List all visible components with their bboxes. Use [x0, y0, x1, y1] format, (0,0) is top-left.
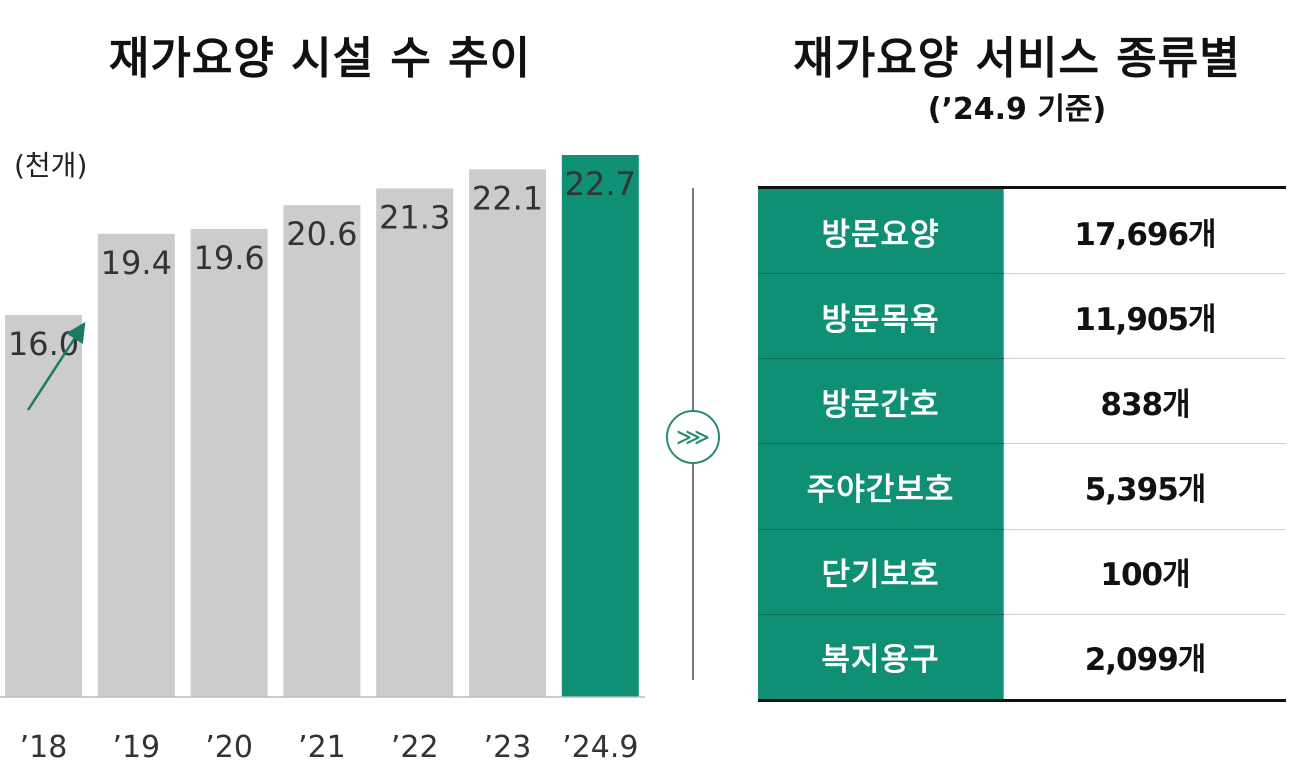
- x-tick-label: ’24.9: [562, 730, 638, 765]
- bar-0: [5, 314, 82, 697]
- bar-6: [561, 155, 639, 697]
- x-tick-label: ’19: [112, 730, 160, 765]
- service-count-cell: 100개: [1003, 529, 1286, 615]
- table-row: 주야간보호 5,395개: [758, 443, 1286, 530]
- service-count-cell: 11,905개: [1003, 273, 1286, 360]
- table-row: 단기보호 100개: [758, 529, 1286, 615]
- x-tick-label: ’21: [298, 730, 346, 765]
- service-name-cell: 복지용구: [758, 614, 1004, 701]
- service-count-cell: 5,395개: [1003, 443, 1286, 530]
- x-tick-label: ’23: [484, 730, 532, 765]
- chart-title: 재가요양 시설 수 추이: [108, 33, 532, 84]
- table-row: 복지용구 2,099개: [758, 614, 1286, 701]
- x-tick-label: ’22: [391, 730, 439, 765]
- table-row: 방문요양 17,696개: [758, 187, 1286, 275]
- service-name-cell: 단기보호: [758, 529, 1004, 615]
- table-row: 방문간호 838개: [758, 358, 1286, 445]
- service-count-cell: 2,099개: [1003, 614, 1286, 701]
- service-count-cell: 17,696개: [1003, 187, 1286, 275]
- service-name-cell: 방문간호: [758, 358, 1004, 445]
- bar-value-label: 21.3: [379, 198, 450, 236]
- table-title: 재가요양 서비스 종류별: [793, 33, 1241, 84]
- bar-value-label: 19.4: [101, 244, 172, 282]
- bar-value-label: 16.0: [8, 325, 79, 363]
- service-name-cell: 방문목욕: [758, 273, 1004, 360]
- triple-chevron-right-icon: ⋙: [666, 410, 720, 464]
- bar-5: [469, 169, 546, 697]
- bar-3: [283, 205, 361, 697]
- x-tick-label: ’18: [20, 730, 68, 765]
- bar-value-label: 22.1: [472, 179, 543, 217]
- bar-value-label: 22.7: [565, 165, 636, 203]
- service-type-table: 방문요양 17,696개 방문목욕 11,905개 방문간호 838개 주야간보호 5,395…: [758, 186, 1286, 702]
- service-name-cell: 방문요양: [758, 187, 1004, 275]
- service-name-cell: 주야간보호: [758, 443, 1004, 530]
- y-unit-label: (천개): [14, 149, 88, 182]
- bar-value-label: 19.6: [193, 239, 264, 277]
- trend-arrow: [26, 321, 86, 411]
- bar-2: [190, 229, 268, 697]
- bar-chart: 16.0 19.4 19.6 20.6 21.3 22.1 22.7 ’18 ’19 ’20 ’2…: [0, 155, 645, 765]
- bar-value-label: 20.6: [286, 215, 357, 253]
- bar-1: [97, 233, 175, 697]
- x-tick-label: ’20: [205, 730, 253, 765]
- table-row: 방문목욕 11,905개: [758, 273, 1286, 360]
- table-subtitle: (’24.9 기준): [927, 92, 1107, 127]
- service-count-cell: 838개: [1003, 358, 1286, 445]
- bar-4: [376, 188, 454, 697]
